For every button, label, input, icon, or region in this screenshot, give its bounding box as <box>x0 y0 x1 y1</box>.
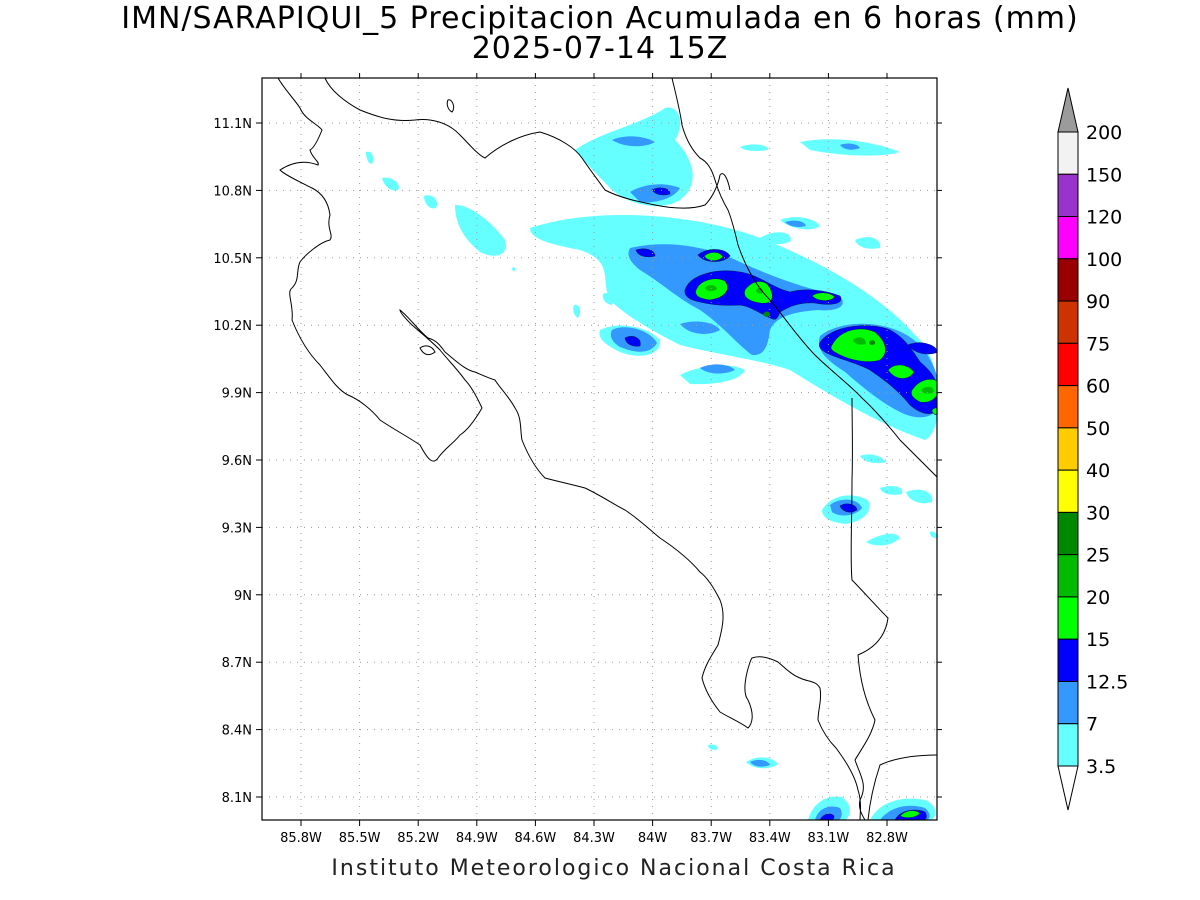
colorbar-label: 12.5 <box>1086 671 1128 693</box>
colorbar-bin <box>1057 427 1079 471</box>
colorbar-label: 25 <box>1086 545 1110 567</box>
lat-tick-label: 8.1N <box>222 791 252 806</box>
lon-tick-label: 83.1W <box>807 831 849 846</box>
map-frame <box>261 77 938 821</box>
colorbar-bin <box>1057 723 1079 767</box>
longitude-axis: 85.8W 85.5W 85.2W 84.9W 84.6W 84.3W 84W 83.7W 83… <box>280 73 908 846</box>
colorbar-label: 20 <box>1086 587 1110 609</box>
precipitation-colorbar: 200 150 120 100 90 75 60 50 40 30 25 20 15 12.5 7 3.5 <box>1057 87 1128 811</box>
credit-text: Instituto Meteorologico Nacional Costa R… <box>331 856 897 881</box>
precip-layer-20mm <box>705 285 934 394</box>
colorbar-bin <box>1057 216 1079 260</box>
colorbar-label: 100 <box>1086 249 1122 271</box>
lon-tick-label: 83.4W <box>749 831 791 846</box>
colorbar-underflow-triangle <box>1057 765 1079 811</box>
lon-tick-label: 83.7W <box>690 831 732 846</box>
colorbar-bin <box>1057 469 1079 513</box>
lon-tick-label: 84.3W <box>573 831 615 846</box>
colorbar-bin <box>1057 638 1079 682</box>
colorbar-bin <box>1057 385 1079 429</box>
colorbar-bin <box>1057 173 1079 218</box>
colorbar-bin <box>1057 300 1079 344</box>
colorbar-bin <box>1057 258 1079 302</box>
colorbar-overflow-triangle <box>1057 87 1079 133</box>
colorbar-label: 3.5 <box>1086 756 1116 778</box>
latitude-axis: 11.1N 10.8N 10.5N 10.2N 9.9N 9.6N 9.3N 9N 8.7N 8.… <box>213 117 942 806</box>
colorbar-label: 50 <box>1086 418 1110 440</box>
lat-tick-label: 9.9N <box>222 387 252 402</box>
colorbar-bin <box>1057 511 1079 556</box>
precip-layer-15mm <box>695 252 937 818</box>
lat-tick-label: 10.8N <box>213 184 252 199</box>
colorbar-bin <box>1057 596 1079 640</box>
precipitation-field <box>366 107 937 820</box>
lat-tick-label: 11.1N <box>213 117 252 132</box>
map-graticule <box>262 78 937 820</box>
coastline-borders <box>277 78 937 820</box>
colorbar-label: 150 <box>1086 164 1122 186</box>
lon-tick-label: 84.9W <box>456 831 498 846</box>
colorbar-label: 200 <box>1086 122 1122 144</box>
colorbar-label: 40 <box>1086 460 1110 482</box>
colorbar-label: 60 <box>1086 376 1110 398</box>
lat-tick-label: 10.2N <box>213 319 252 334</box>
lon-tick-label: 84.6W <box>514 831 556 846</box>
map-title: IMN/SARAPIQUI_5 Precipitacion Acumulada … <box>121 1 1079 36</box>
lat-tick-label: 8.4N <box>222 724 252 739</box>
colorbar-bin <box>1057 554 1079 598</box>
lon-tick-label: 84W <box>638 831 668 846</box>
lat-tick-label: 9.6N <box>222 454 252 469</box>
precip-layer-25mm <box>763 311 876 346</box>
colorbar-bin <box>1057 342 1079 387</box>
colorbar-label: 75 <box>1086 333 1110 355</box>
colorbar-label: 30 <box>1086 502 1110 524</box>
lon-tick-label: 85.8W <box>280 831 322 846</box>
lon-tick-label: 85.5W <box>339 831 381 846</box>
colorbar-bin <box>1057 131 1079 175</box>
lat-tick-label: 9.3N <box>222 521 252 536</box>
lat-tick-label: 8.7N <box>222 656 252 671</box>
lon-tick-label: 85.2W <box>397 831 439 846</box>
lon-tick-label: 82.8W <box>866 831 908 846</box>
colorbar-label: 15 <box>1086 629 1110 651</box>
colorbar-label: 7 <box>1086 714 1098 736</box>
colorbar-label: 90 <box>1086 291 1110 313</box>
lat-tick-label: 10.5N <box>213 252 252 267</box>
map-subtitle-datetime: 2025-07-14 15Z <box>471 31 729 66</box>
lat-tick-label: 9N <box>234 589 252 604</box>
colorbar-bin <box>1057 680 1079 725</box>
colorbar-label: 120 <box>1086 207 1122 229</box>
